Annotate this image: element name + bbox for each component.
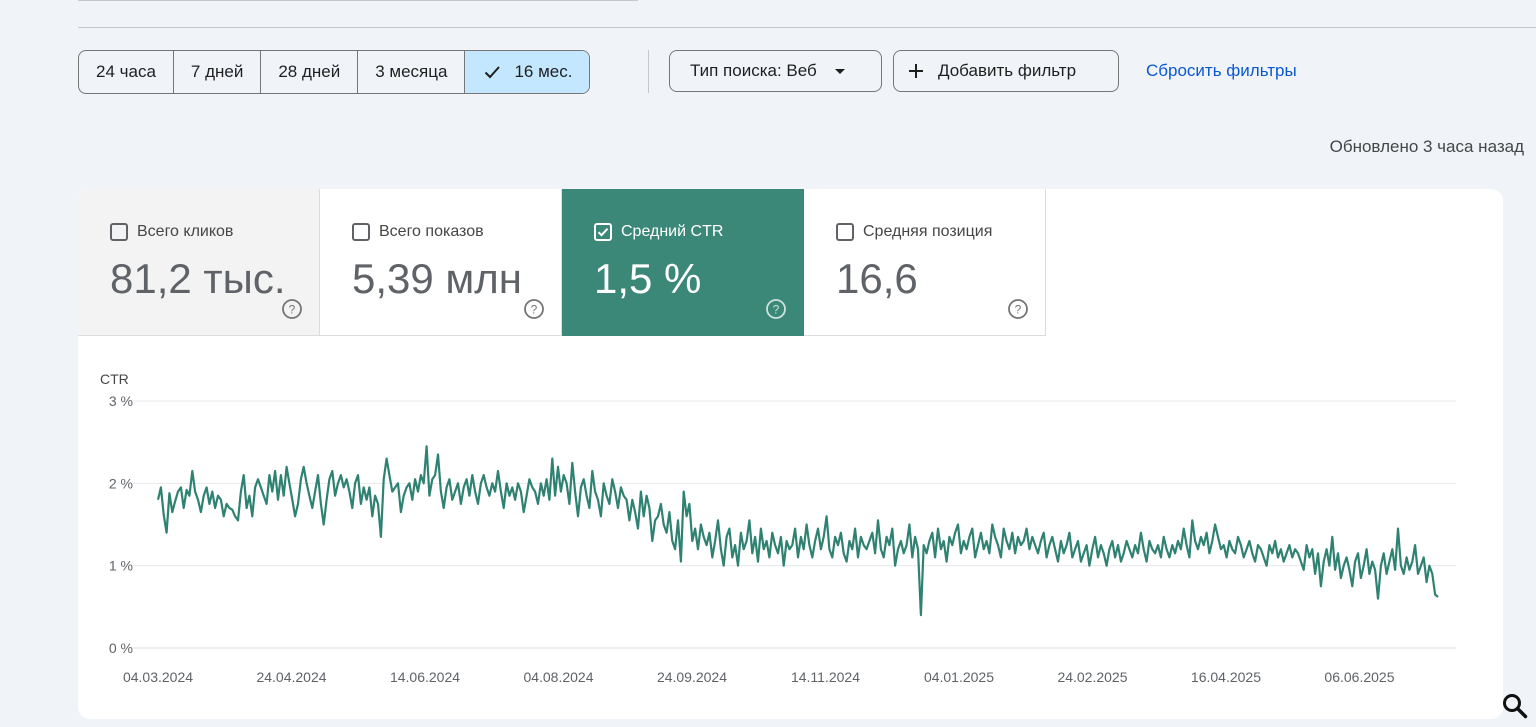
x-tick-label: 04.01.2025 (924, 669, 994, 685)
performance-card: Всего кликов 81,2 тыс. ? Всего показов 5… (78, 189, 1503, 719)
y-tick-label: 2 % (109, 475, 133, 491)
svg-text:?: ? (289, 303, 296, 317)
metric-ctr[interactable]: Средний CTR 1,5 % ? (562, 189, 804, 336)
updated-status: Обновлено 3 часа назад (1329, 137, 1524, 156)
x-tick-label: 24.02.2025 (1057, 669, 1127, 685)
x-tick-label: 14.11.2024 (791, 669, 860, 685)
help-icon[interactable]: ? (1007, 298, 1029, 320)
range-button[interactable]: 16 мес. (465, 51, 590, 93)
help-icon[interactable]: ? (281, 298, 303, 320)
check-icon (485, 66, 501, 79)
svg-text:?: ? (773, 303, 780, 317)
range-button[interactable]: 3 месяца (358, 51, 466, 93)
truncated-header-text (78, 0, 638, 2)
add-filter-label: Добавить фильтр (938, 61, 1077, 80)
metric-label: Всего показов (379, 223, 484, 240)
metric-impressions[interactable]: Всего показов 5,39 млн ? (320, 189, 562, 336)
y-tick-label: 3 % (109, 393, 133, 409)
magnifier-icon[interactable] (1501, 692, 1529, 720)
x-tick-label: 14.06.2024 (390, 669, 460, 685)
range-label: 24 часа (96, 62, 156, 81)
metric-clicks[interactable]: Всего кликов 81,2 тыс. ? (78, 189, 320, 336)
plus-icon (909, 64, 923, 78)
y-tick-label: 1 % (109, 558, 133, 574)
range-button[interactable]: 7 дней (174, 51, 262, 93)
ctr-line-chart[interactable]: CTR 3 % 2 % 1 % 0 % 04.03.2024 24.04.2024 14.06… (78, 189, 1503, 719)
range-label: 3 месяца (375, 62, 448, 81)
metric-value: 16,6 (836, 255, 918, 302)
checkbox-unchecked-icon[interactable] (836, 223, 854, 241)
x-tick-label: 24.04.2024 (256, 669, 326, 685)
metric-value: 81,2 тыс. (110, 255, 286, 302)
metric-label: Средняя позиция (863, 223, 993, 240)
x-tick-label: 16.04.2025 (1191, 669, 1261, 685)
range-button[interactable]: 24 часа (79, 51, 174, 93)
range-label: 16 мес. (514, 62, 573, 81)
ctr-series-line (156, 445, 1439, 617)
add-filter-button[interactable]: Добавить фильтр (893, 50, 1119, 92)
svg-text:?: ? (1015, 303, 1022, 317)
x-tick-label: 06.06.2025 (1324, 669, 1394, 685)
range-label: 7 дней (190, 62, 244, 81)
checkbox-checked-icon[interactable] (594, 223, 612, 241)
metric-position[interactable]: Средняя позиция 16,6 ? (804, 189, 1046, 336)
help-icon[interactable]: ? (765, 298, 787, 320)
x-tick-label: 04.03.2024 (123, 669, 193, 685)
y-axis-title: CTR (100, 371, 129, 387)
metric-value: 1,5 % (594, 255, 702, 302)
checkbox-unchecked-icon[interactable] (110, 223, 128, 241)
y-tick-label: 0 % (109, 640, 133, 656)
search-type-label: Тип поиска: Веб (690, 61, 817, 80)
date-range-selector: 24 часа 7 дней 28 дней 3 месяца 16 мес. (78, 50, 591, 94)
x-tick-label: 04.08.2024 (523, 669, 593, 685)
x-tick-label: 24.09.2024 (657, 669, 727, 685)
metric-label: Средний CTR (621, 223, 724, 240)
checkbox-unchecked-icon[interactable] (352, 223, 370, 241)
toolbar-divider (648, 50, 649, 93)
svg-text:?: ? (531, 303, 538, 317)
header-divider (78, 27, 1536, 28)
search-type-dropdown[interactable]: Тип поиска: Веб (669, 50, 882, 92)
help-icon[interactable]: ? (523, 298, 545, 320)
reset-filters-link[interactable]: Сбросить фильтры (1146, 61, 1297, 80)
caret-down-icon (834, 68, 845, 74)
range-label: 28 дней (278, 62, 341, 81)
metric-label: Всего кликов (137, 223, 234, 240)
metric-value: 5,39 млн (352, 255, 522, 302)
range-button[interactable]: 28 дней (261, 51, 359, 93)
